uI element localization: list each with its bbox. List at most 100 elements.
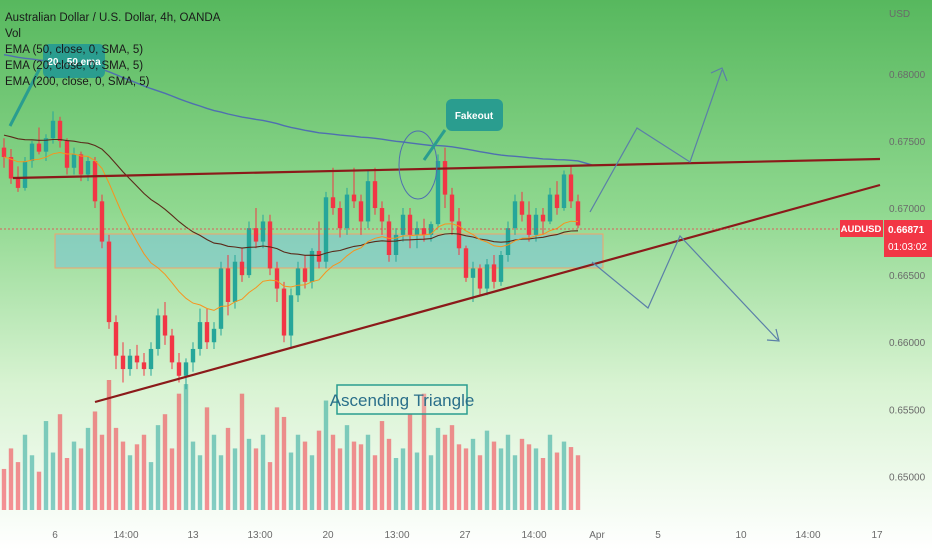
- candle[interactable]: [365, 170, 371, 229]
- candle[interactable]: [155, 308, 161, 356]
- candle[interactable]: [547, 187, 553, 225]
- candle[interactable]: [225, 255, 231, 316]
- candle[interactable]: [43, 134, 49, 162]
- indicator-ema200[interactable]: EMA (200, close, 0, SMA, 5): [5, 76, 150, 88]
- candle[interactable]: [204, 308, 210, 349]
- candle[interactable]: [29, 140, 35, 168]
- candle[interactable]: [498, 250, 504, 286]
- candle[interactable]: [407, 208, 413, 249]
- candle[interactable]: [477, 264, 483, 296]
- candle[interactable]: [330, 167, 336, 215]
- volume-bar: [155, 425, 161, 510]
- candle-body: [344, 194, 350, 229]
- indicator-ema20[interactable]: EMA (20, close, 0, SMA, 5): [5, 60, 144, 72]
- candle[interactable]: [57, 116, 63, 148]
- candle[interactable]: [575, 194, 581, 229]
- candle[interactable]: [232, 255, 238, 309]
- candle[interactable]: [120, 342, 126, 383]
- candle-body: [43, 138, 49, 152]
- candle[interactable]: [288, 288, 294, 349]
- candle[interactable]: [540, 208, 546, 235]
- candle[interactable]: [281, 281, 287, 343]
- candle[interactable]: [512, 194, 518, 235]
- candle[interactable]: [64, 138, 70, 175]
- candle[interactable]: [519, 191, 525, 222]
- pattern-label-box[interactable]: [336, 384, 468, 415]
- candle[interactable]: [92, 157, 98, 209]
- candle[interactable]: [372, 167, 378, 215]
- candle[interactable]: [463, 245, 469, 282]
- candle[interactable]: [22, 157, 28, 191]
- symbol-tag: [840, 220, 883, 237]
- candle[interactable]: [218, 261, 224, 336]
- candle[interactable]: [267, 214, 273, 276]
- candle[interactable]: [260, 214, 266, 249]
- candle[interactable]: [176, 352, 182, 383]
- x-tick-label: 13: [187, 530, 199, 541]
- candle[interactable]: [113, 315, 119, 370]
- candle[interactable]: [470, 261, 476, 302]
- candle[interactable]: [8, 148, 14, 184]
- candle[interactable]: [162, 301, 168, 345]
- candle[interactable]: [141, 352, 147, 376]
- candle-body: [29, 143, 35, 162]
- volume-bar: [400, 448, 406, 510]
- candle[interactable]: [99, 194, 105, 249]
- candle[interactable]: [568, 165, 574, 209]
- candle[interactable]: [316, 221, 322, 269]
- candle[interactable]: [526, 201, 532, 242]
- candle[interactable]: [183, 358, 189, 390]
- candle[interactable]: [393, 228, 399, 262]
- candle[interactable]: [211, 322, 217, 349]
- candle[interactable]: [246, 221, 252, 278]
- candle-body: [106, 241, 112, 323]
- candle[interactable]: [253, 208, 259, 249]
- support-trendline[interactable]: [94, 183, 881, 404]
- candle[interactable]: [337, 201, 343, 238]
- candle-body: [512, 201, 518, 229]
- candle[interactable]: [561, 170, 567, 211]
- candle[interactable]: [351, 167, 357, 209]
- candle[interactable]: [1, 138, 7, 168]
- candle[interactable]: [295, 261, 301, 302]
- candle[interactable]: [15, 166, 21, 192]
- candle[interactable]: [379, 201, 385, 235]
- candle[interactable]: [239, 248, 245, 282]
- candle[interactable]: [421, 218, 427, 242]
- candle[interactable]: [344, 187, 350, 235]
- candle[interactable]: [449, 187, 455, 235]
- callout-ema[interactable]: [43, 44, 105, 78]
- candle[interactable]: [134, 344, 140, 370]
- candle[interactable]: [71, 147, 77, 175]
- callout-fakeout[interactable]: [446, 99, 503, 131]
- candle[interactable]: [127, 348, 133, 376]
- indicator-vol[interactable]: Vol: [5, 28, 21, 40]
- candle[interactable]: [36, 127, 42, 155]
- candle[interactable]: [442, 147, 448, 209]
- candle[interactable]: [358, 194, 364, 235]
- volume-bar: [29, 455, 35, 510]
- candle[interactable]: [106, 234, 112, 329]
- candle[interactable]: [554, 181, 560, 215]
- candle[interactable]: [491, 255, 497, 289]
- candle[interactable]: [197, 308, 203, 356]
- candle[interactable]: [85, 157, 91, 182]
- candle[interactable]: [323, 191, 329, 269]
- candle-body: [246, 228, 252, 276]
- candle[interactable]: [484, 259, 490, 296]
- candle-body: [379, 208, 385, 222]
- candle[interactable]: [169, 328, 175, 370]
- candle[interactable]: [148, 342, 154, 376]
- candle[interactable]: [50, 111, 56, 144]
- indicator-ema50[interactable]: EMA (50, close, 0, SMA, 5): [5, 44, 144, 56]
- candle[interactable]: [274, 261, 280, 302]
- candle[interactable]: [302, 255, 308, 289]
- x-tick-label: 6: [52, 530, 58, 541]
- candle[interactable]: [456, 208, 462, 255]
- volume-bar: [456, 444, 462, 510]
- candle[interactable]: [190, 342, 196, 372]
- resistance-trendline[interactable]: [12, 157, 881, 180]
- candle[interactable]: [435, 154, 441, 229]
